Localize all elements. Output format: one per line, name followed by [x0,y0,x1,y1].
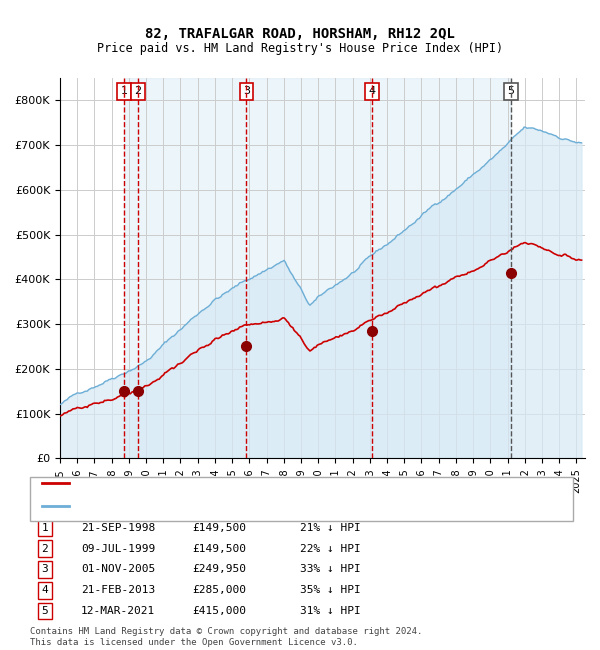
Text: 82, TRAFALGAR ROAD, HORSHAM, RH12 2QL: 82, TRAFALGAR ROAD, HORSHAM, RH12 2QL [145,27,455,42]
Text: £415,000: £415,000 [192,606,246,616]
Text: 1: 1 [41,523,49,533]
Text: 12-MAR-2021: 12-MAR-2021 [81,606,155,616]
Text: 5: 5 [508,86,514,96]
Text: 35% ↓ HPI: 35% ↓ HPI [300,585,361,595]
Text: 01-NOV-2005: 01-NOV-2005 [81,564,155,575]
Text: 5: 5 [41,606,49,616]
Text: 21% ↓ HPI: 21% ↓ HPI [300,523,361,533]
Text: 1: 1 [121,86,128,96]
Text: 2: 2 [41,543,49,554]
Text: 31% ↓ HPI: 31% ↓ HPI [300,606,361,616]
Text: 4: 4 [41,585,49,595]
Text: £249,950: £249,950 [192,564,246,575]
Text: 22% ↓ HPI: 22% ↓ HPI [300,543,361,554]
Text: 21-SEP-1998: 21-SEP-1998 [81,523,155,533]
Bar [124,78,511,458]
Text: 21-FEB-2013: 21-FEB-2013 [81,585,155,595]
Text: £149,500: £149,500 [192,543,246,554]
Text: HPI: Average price, detached house, Horsham: HPI: Average price, detached house, Hors… [75,500,344,511]
Text: Price paid vs. HM Land Registry's House Price Index (HPI): Price paid vs. HM Land Registry's House … [97,42,503,55]
Text: £149,500: £149,500 [192,523,246,533]
Text: £285,000: £285,000 [192,585,246,595]
Text: Contains HM Land Registry data © Crown copyright and database right 2024.
This d: Contains HM Land Registry data © Crown c… [30,627,422,647]
Text: 82, TRAFALGAR ROAD, HORSHAM, RH12 2QL (detached house): 82, TRAFALGAR ROAD, HORSHAM, RH12 2QL (d… [75,478,413,488]
Text: 2: 2 [134,86,142,96]
Text: 4: 4 [368,86,376,96]
Text: 3: 3 [41,564,49,575]
Text: 33% ↓ HPI: 33% ↓ HPI [300,564,361,575]
Text: 09-JUL-1999: 09-JUL-1999 [81,543,155,554]
Text: 3: 3 [243,86,250,96]
